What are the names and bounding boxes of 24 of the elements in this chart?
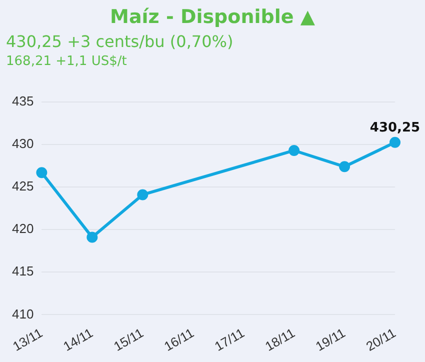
y-tick-label: 415 (12, 264, 34, 279)
x-tick-label: 19/11 (312, 325, 348, 354)
point (390, 136, 400, 148)
point (86, 232, 98, 243)
x-tick-label: 14/11 (60, 325, 96, 354)
x-tick-label: 15/11 (111, 325, 146, 354)
x-tick-label: 18/11 (262, 325, 298, 354)
data-label: 430,25 (370, 120, 420, 136)
chart-subtitle: 430,25 +3 cents/bu (0,70%) (5, 32, 234, 53)
x-tick-label: 17/11 (212, 325, 247, 354)
x-tick-label: 20/11 (363, 325, 398, 354)
chart-title: Maíz - Disponible ▲ (109, 5, 316, 30)
y-tick-label: 435 (12, 94, 34, 109)
text: 168,21 +1,1 US$/t (5, 54, 128, 71)
y-tick-label: 430 (12, 136, 34, 152)
point (288, 144, 300, 156)
point (36, 167, 48, 178)
y-tick-label: 425 (12, 178, 34, 194)
point (137, 189, 148, 200)
y-tick-label: 410 (12, 306, 34, 322)
x-tick-label: 16/11 (162, 325, 196, 354)
x-tick-label: 13/11 (10, 325, 45, 354)
point (339, 161, 350, 172)
y-tick-label: 420 (12, 221, 34, 236)
